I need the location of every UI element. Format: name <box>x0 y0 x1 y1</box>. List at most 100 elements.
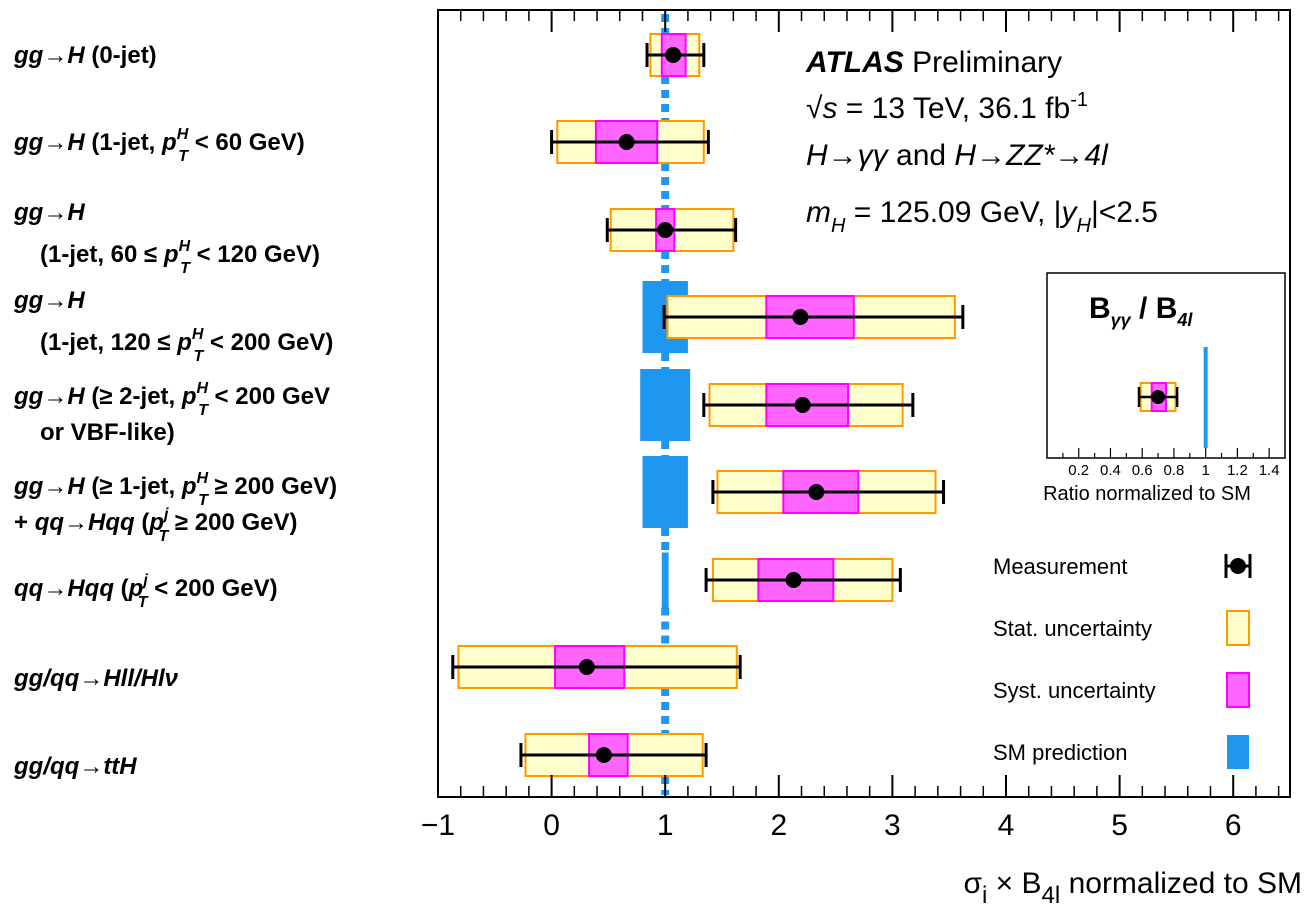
text-span: ≤ <box>144 241 157 268</box>
italic-span: gg <box>13 383 44 410</box>
legend-syst-swatch <box>1226 672 1250 708</box>
atlas-label: ATLAS <box>805 46 904 79</box>
italic-span: H <box>67 129 85 156</box>
inset-tick-label: 0.6 <box>1132 462 1153 479</box>
italic-span: H <box>67 473 85 500</box>
italic-span: ttH <box>103 753 137 780</box>
text-span: ≥ <box>99 473 112 500</box>
text-span: < 200 GeV) <box>148 575 278 602</box>
measurement-point <box>785 572 802 588</box>
annotation-span: s <box>822 92 837 125</box>
italic-span: Hqq <box>67 575 114 602</box>
legend-label: Measurement <box>993 554 1128 579</box>
category-label: (1-jet, 120 ≤ pHT​ < 200 GeV) <box>40 326 333 365</box>
annotation-span: m <box>806 196 831 229</box>
pt-superscript: H <box>192 326 204 343</box>
italic-span: gg <box>13 42 44 69</box>
text-span <box>157 241 164 268</box>
legend-label: SM prediction <box>993 740 1128 765</box>
text-span: ≥ 200 GeV) <box>168 509 297 536</box>
annotation-span: → <box>828 139 858 172</box>
pt-symbol: p <box>181 383 197 410</box>
text-span: < 60 GeV) <box>188 129 305 156</box>
x-tick-label: 0 <box>543 809 560 842</box>
measurement-point <box>792 309 809 325</box>
annotation-span: y <box>1059 196 1078 229</box>
italic-span: ν <box>165 665 179 692</box>
subscript: H <box>1076 215 1091 237</box>
annotation-line: H→γγ and H→ZZ*→4l <box>806 139 1109 172</box>
text-span: → <box>43 383 67 410</box>
text-span: → <box>43 199 67 226</box>
text-span: < 200 GeV <box>208 383 330 410</box>
pt-subscript: T <box>198 402 209 419</box>
pt-symbol: p <box>128 575 144 602</box>
inset-tick-label: 0.8 <box>1164 462 1185 479</box>
atlas-annotation: ATLAS Preliminary √s = 13 TeV, 36.1 fb-1 H… <box>805 46 1158 237</box>
category-label: gg→H (≥ 2-jet, pHT​ < 200 GeV <box>13 380 330 419</box>
pt-subscript: T <box>158 528 169 545</box>
sigma-subscript: i <box>982 882 987 909</box>
category-label: gg/qq→Hll/Hlν <box>13 665 179 692</box>
italic-span: gg <box>13 473 44 500</box>
pt-symbol: p <box>148 509 164 536</box>
legend-measurement-point <box>1230 558 1246 574</box>
measurement-point <box>665 47 682 63</box>
total-error-bars <box>451 43 965 767</box>
sigma-symbol: σ <box>963 867 982 900</box>
text-span: 2-jet, <box>113 383 182 410</box>
category-label: + qq→Hqq (pjT​ ≥ 200 GeV) <box>14 506 297 545</box>
text-span: → <box>43 129 67 156</box>
inset-tick-label: 1 <box>1201 462 1209 479</box>
italic-span: gg <box>13 199 44 226</box>
italic-span: H <box>67 42 85 69</box>
category-label: gg→H (1-jet, pHT​ < 60 GeV) <box>13 126 305 165</box>
legend-sm-swatch <box>1227 735 1249 769</box>
inset-tick-label: 0.4 <box>1100 462 1121 479</box>
category-label: gg→H (0-jet) <box>13 42 157 69</box>
text-span: (1-jet, 60 <box>40 241 144 268</box>
pt-subscript: T <box>193 348 204 365</box>
measurement-point <box>794 397 811 413</box>
pt-superscript: H <box>197 380 209 397</box>
italic-span: qq <box>14 575 44 602</box>
annotation-span: = 125.09 GeV, | <box>845 196 1061 229</box>
inset-frame <box>1046 272 1286 459</box>
ratio-inset: Bγγ / B4l 0.2 0.4 0.6 0.8 1 1.2 1.4 Ratio normal… <box>1043 272 1286 505</box>
annotation-span: H <box>806 139 828 172</box>
text-span: → <box>43 575 67 602</box>
text-span: → <box>43 473 67 500</box>
text-span: → <box>43 42 67 69</box>
text-span: (1-jet, 120 <box>40 329 157 356</box>
category-labels: gg→H (0-jet)gg→H (1-jet, pHT​ < 60 GeV)g… <box>13 42 337 780</box>
inset-title: Bγγ / B4l <box>1089 292 1193 330</box>
inset-tick-label: 0.2 <box>1068 462 1089 479</box>
x-axis-title-text: σi × B4l normalized to SM <box>963 867 1302 909</box>
annotation-span: 4l <box>1084 139 1109 172</box>
category-label: gg→H (≥ 1-jet, pHT​ ≥ 200 GeV) <box>13 470 337 509</box>
x-tick-label: 5 <box>1111 809 1128 842</box>
text-span: → <box>43 287 67 314</box>
italic-span: H <box>67 383 85 410</box>
pt-symbol: p <box>176 329 192 356</box>
pt-superscript: j <box>162 506 169 523</box>
pt-superscript: H <box>179 238 191 255</box>
annotation-span: |<2.5 <box>1091 196 1158 229</box>
category-label: gg→H <box>13 287 85 314</box>
legend: Measurement Stat. uncertainty Syst. uncert… <box>993 554 1252 769</box>
italic-span: gg/qq <box>13 753 80 780</box>
pt-symbol: p <box>181 473 197 500</box>
legend-label: Stat. uncertainty <box>993 616 1152 641</box>
x-tick-label: 3 <box>884 809 901 842</box>
legend-stat-swatch <box>1226 610 1250 646</box>
annotation-line: ATLAS Preliminary <box>805 46 1062 79</box>
annotation-span: ZZ* <box>1005 139 1056 172</box>
normalized-text: normalized to SM <box>1060 867 1302 900</box>
annotation-line: √s = 13 TeV, 36.1 fb-1 <box>806 89 1088 125</box>
plot-frame-rect <box>437 9 1291 798</box>
inset-x-label: Ratio normalized to SM <box>1043 483 1251 505</box>
subscript: H <box>831 215 846 237</box>
italic-span: gg <box>13 129 44 156</box>
pt-symbol: p <box>163 241 179 268</box>
x-axis-ticks: −1 0 1 2 3 4 5 6 <box>421 10 1280 842</box>
